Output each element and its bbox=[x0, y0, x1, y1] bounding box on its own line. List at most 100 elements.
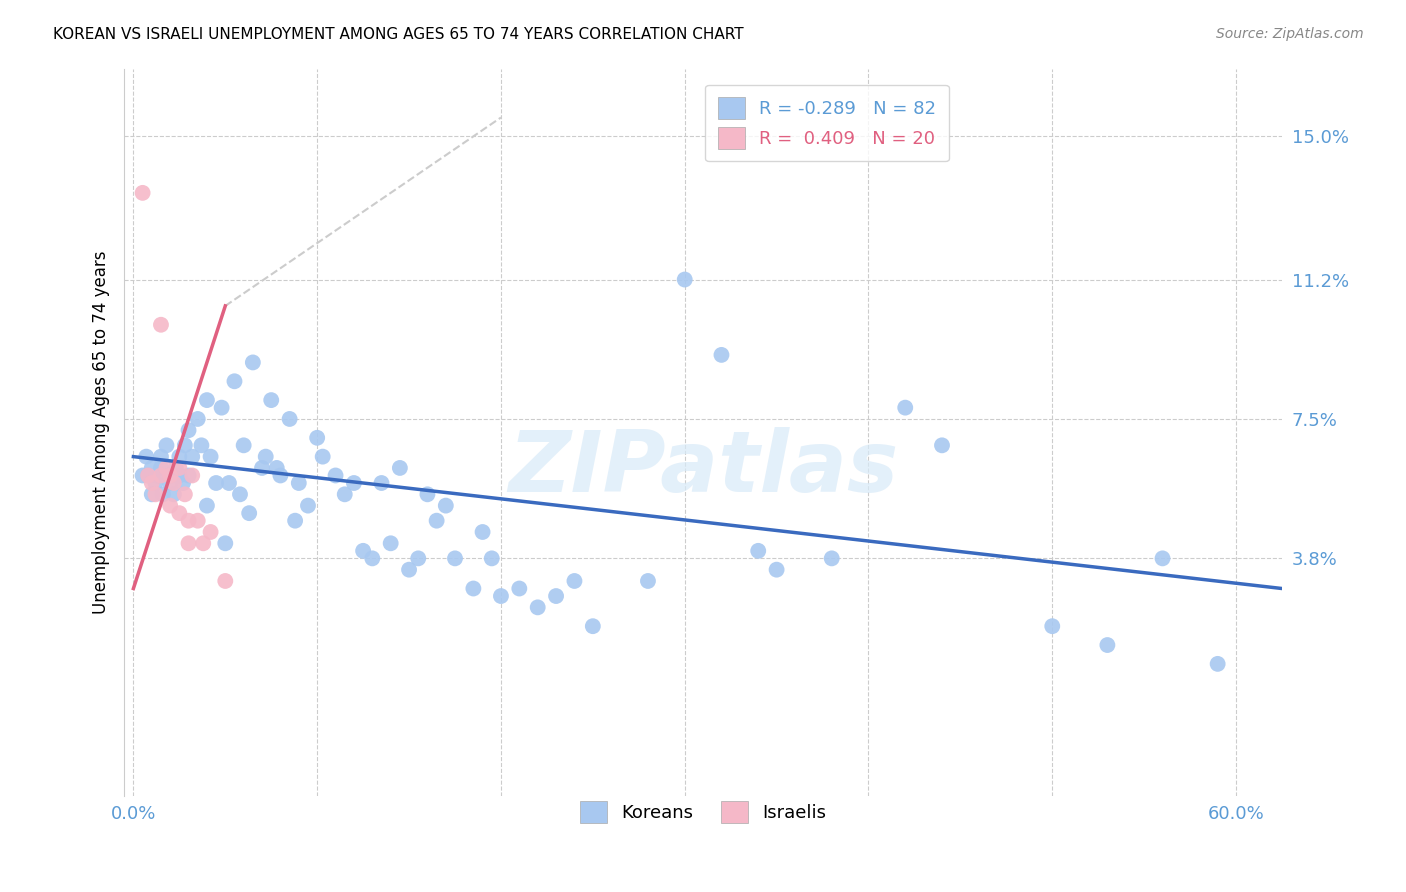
Point bbox=[388, 461, 411, 475]
Point bbox=[159, 475, 181, 490]
Point bbox=[135, 450, 157, 464]
Point bbox=[205, 475, 228, 490]
Y-axis label: Unemployment Among Ages 65 to 74 years: Unemployment Among Ages 65 to 74 years bbox=[93, 251, 110, 614]
Point bbox=[141, 487, 163, 501]
Point bbox=[370, 475, 392, 490]
Point bbox=[278, 412, 301, 426]
Point bbox=[333, 487, 356, 501]
Point bbox=[463, 582, 485, 596]
Point bbox=[211, 401, 233, 415]
Point bbox=[297, 499, 319, 513]
Point bbox=[312, 450, 335, 464]
Point bbox=[361, 551, 384, 566]
Point bbox=[152, 487, 174, 501]
Text: KOREAN VS ISRAELI UNEMPLOYMENT AMONG AGES 65 TO 74 YEARS CORRELATION CHART: KOREAN VS ISRAELI UNEMPLOYMENT AMONG AGE… bbox=[53, 27, 744, 42]
Point bbox=[250, 461, 273, 475]
Point bbox=[238, 506, 260, 520]
Point bbox=[214, 536, 236, 550]
Point bbox=[406, 551, 429, 566]
Point bbox=[288, 475, 311, 490]
Point bbox=[146, 468, 169, 483]
Point bbox=[169, 468, 191, 483]
Point bbox=[471, 524, 494, 539]
Point bbox=[200, 524, 222, 539]
Point bbox=[444, 551, 467, 566]
Point bbox=[232, 438, 254, 452]
Point bbox=[155, 438, 177, 452]
Point bbox=[173, 487, 195, 501]
Point bbox=[159, 468, 181, 483]
Point bbox=[169, 506, 191, 520]
Point bbox=[1040, 619, 1063, 633]
Point bbox=[145, 475, 167, 490]
Point bbox=[254, 450, 277, 464]
Point bbox=[169, 450, 191, 464]
Point bbox=[187, 514, 209, 528]
Point bbox=[1152, 551, 1174, 566]
Point bbox=[398, 563, 420, 577]
Point bbox=[481, 551, 503, 566]
Point bbox=[434, 499, 457, 513]
Point bbox=[821, 551, 844, 566]
Point bbox=[149, 461, 172, 475]
Point bbox=[325, 468, 347, 483]
Point bbox=[159, 499, 181, 513]
Point bbox=[177, 536, 200, 550]
Point bbox=[426, 514, 449, 528]
Point bbox=[546, 589, 568, 603]
Point bbox=[352, 544, 374, 558]
Point bbox=[136, 468, 159, 483]
Point bbox=[200, 450, 222, 464]
Point bbox=[141, 475, 163, 490]
Point bbox=[172, 475, 194, 490]
Point bbox=[343, 475, 366, 490]
Point bbox=[163, 487, 186, 501]
Point bbox=[193, 536, 215, 550]
Point bbox=[229, 487, 252, 501]
Point bbox=[284, 514, 307, 528]
Point bbox=[149, 318, 172, 332]
Point bbox=[195, 393, 218, 408]
Point bbox=[149, 468, 172, 483]
Point bbox=[1206, 657, 1229, 671]
Point bbox=[181, 450, 204, 464]
Point bbox=[931, 438, 953, 452]
Point bbox=[765, 563, 787, 577]
Point bbox=[269, 468, 291, 483]
Point bbox=[177, 514, 200, 528]
Point bbox=[149, 450, 172, 464]
Legend: Koreans, Israelis: Koreans, Israelis bbox=[572, 794, 834, 830]
Point bbox=[564, 574, 586, 588]
Point bbox=[190, 438, 212, 452]
Point bbox=[526, 600, 548, 615]
Point bbox=[177, 423, 200, 437]
Point bbox=[637, 574, 659, 588]
Point bbox=[508, 582, 530, 596]
Point bbox=[145, 487, 167, 501]
Point bbox=[195, 499, 218, 513]
Point bbox=[894, 401, 917, 415]
Point bbox=[169, 461, 191, 475]
Point bbox=[141, 461, 163, 475]
Point bbox=[181, 468, 204, 483]
Point bbox=[582, 619, 605, 633]
Point bbox=[1097, 638, 1119, 652]
Point bbox=[489, 589, 512, 603]
Point bbox=[242, 355, 264, 369]
Point bbox=[260, 393, 283, 408]
Point bbox=[673, 272, 696, 286]
Point bbox=[155, 461, 177, 475]
Point bbox=[163, 475, 186, 490]
Point bbox=[177, 468, 200, 483]
Point bbox=[187, 412, 209, 426]
Point bbox=[159, 468, 181, 483]
Point bbox=[131, 468, 153, 483]
Point bbox=[380, 536, 402, 550]
Point bbox=[214, 574, 236, 588]
Point bbox=[416, 487, 439, 501]
Point bbox=[307, 431, 329, 445]
Text: Source: ZipAtlas.com: Source: ZipAtlas.com bbox=[1216, 27, 1364, 41]
Point bbox=[136, 468, 159, 483]
Point bbox=[218, 475, 240, 490]
Point bbox=[747, 544, 769, 558]
